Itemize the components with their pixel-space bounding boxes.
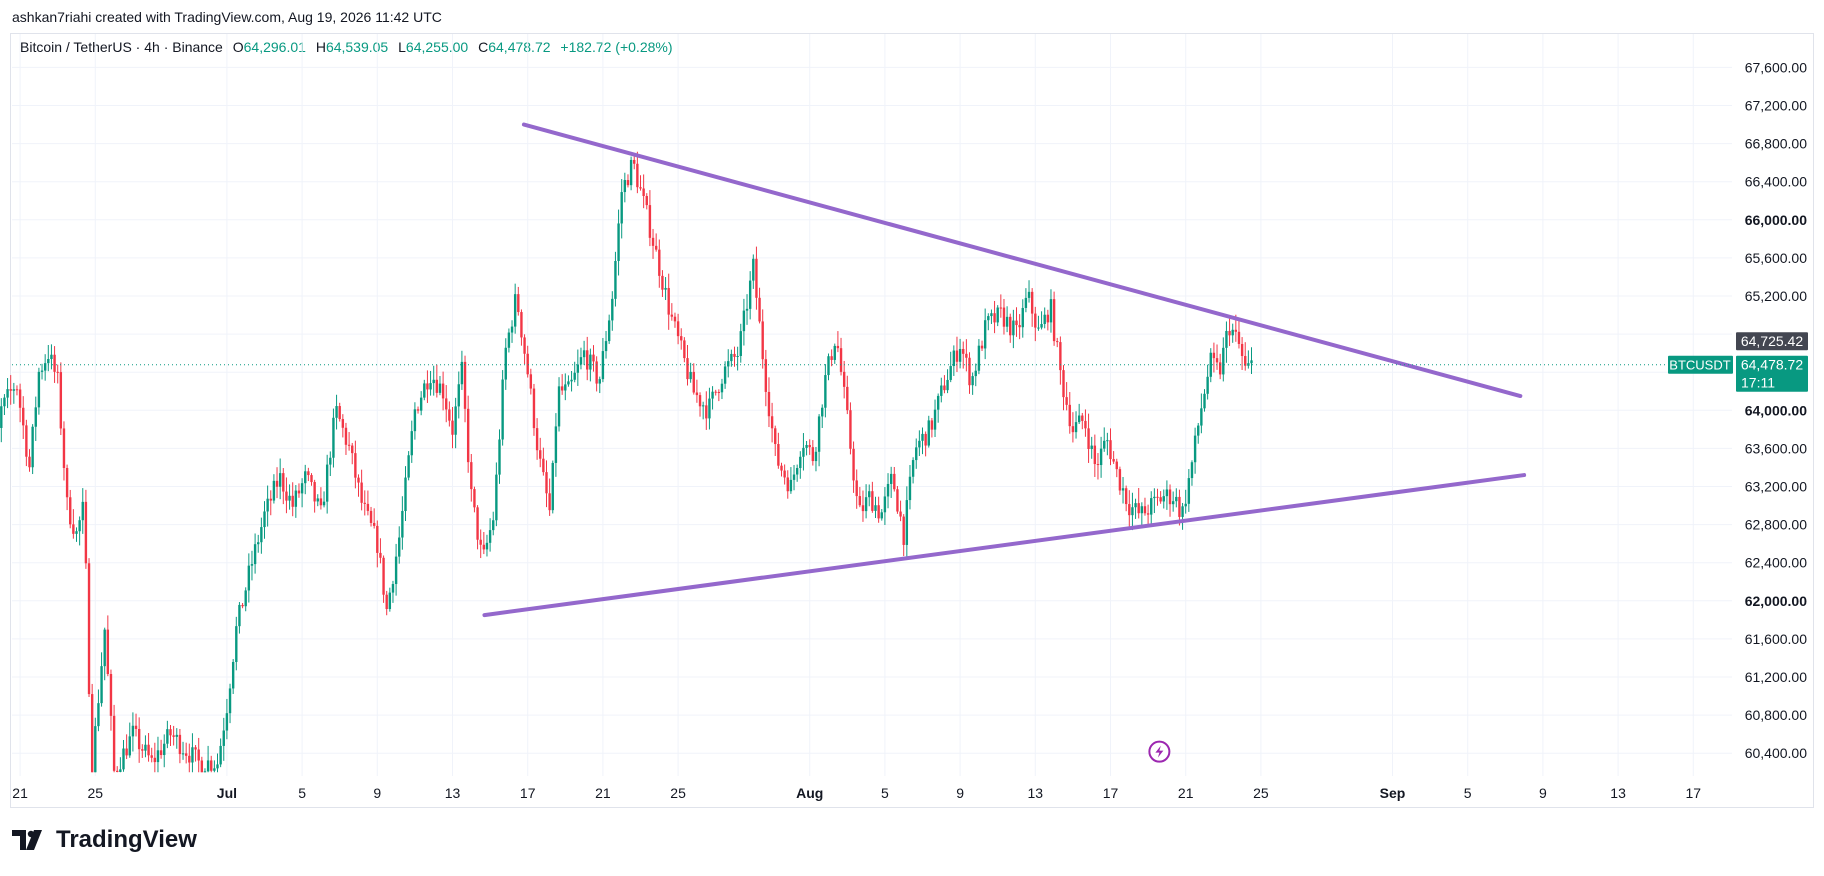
open-value: 64,296.01 bbox=[243, 39, 306, 55]
tradingview-logo-icon bbox=[12, 830, 42, 850]
candle-body bbox=[0, 406, 3, 428]
open-label: O bbox=[232, 39, 244, 55]
high-label: H bbox=[315, 39, 326, 55]
chart-credit: ashkan7riahi created with TradingView.co… bbox=[12, 9, 442, 25]
candle-body bbox=[6, 389, 9, 398]
brand-name: TradingView bbox=[56, 826, 197, 853]
candle-body bbox=[3, 397, 6, 407]
close-label: C bbox=[478, 39, 489, 55]
chart-frame bbox=[10, 33, 1814, 808]
symbol-name[interactable]: Bitcoin / TetherUS · 4h · Binance bbox=[20, 39, 223, 55]
low-label: L bbox=[398, 39, 406, 55]
low-value: 64,255.00 bbox=[405, 39, 469, 55]
change-value: +182.72 (+0.28%) bbox=[560, 39, 673, 55]
brand[interactable]: TradingView bbox=[12, 826, 197, 854]
high-value: 64,539.05 bbox=[325, 39, 389, 55]
symbol-legend: Bitcoin / TetherUS · 4h · Binance O64,29… bbox=[20, 39, 673, 55]
close-value: 64,478.72 bbox=[488, 39, 551, 55]
